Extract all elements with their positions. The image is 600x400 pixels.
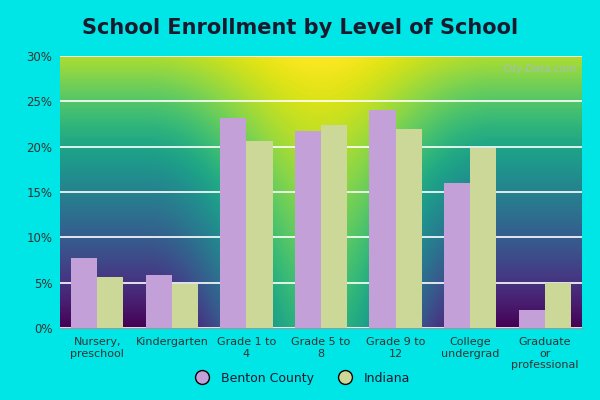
Bar <box>97 277 124 328</box>
Bar <box>172 284 198 328</box>
Bar <box>470 148 496 328</box>
Bar <box>321 125 347 328</box>
Bar <box>71 258 97 328</box>
Bar <box>518 310 545 328</box>
Bar <box>444 183 470 328</box>
Bar <box>220 118 247 328</box>
Bar <box>146 276 172 328</box>
Bar <box>395 128 422 328</box>
Bar <box>295 131 321 328</box>
Legend: Benton County, Indiana: Benton County, Indiana <box>185 367 415 390</box>
Text: City-Data.com: City-Data.com <box>503 64 577 74</box>
Bar <box>247 141 272 328</box>
Bar <box>545 283 571 328</box>
Bar <box>370 110 395 328</box>
Text: School Enrollment by Level of School: School Enrollment by Level of School <box>82 18 518 38</box>
